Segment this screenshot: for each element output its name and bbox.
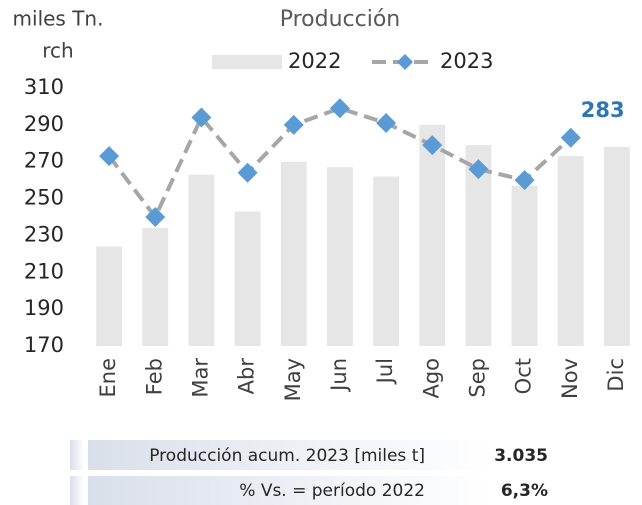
table-cell xyxy=(88,476,488,505)
y-axis-label: miles Tn. xyxy=(13,7,104,31)
marker xyxy=(283,114,304,135)
x-tick-label: Oct xyxy=(512,358,536,394)
marker xyxy=(99,146,120,167)
y-tick-label: 190 xyxy=(24,296,64,320)
line xyxy=(107,106,573,221)
x-tick-label: Dic xyxy=(604,358,628,392)
bar xyxy=(373,176,400,346)
table-cell xyxy=(70,476,84,505)
y-tick-label: 310 xyxy=(24,75,64,99)
y-tick-label: 270 xyxy=(24,149,64,173)
legend-label: 2023 xyxy=(440,49,493,73)
legend-label: 2022 xyxy=(288,49,341,73)
marker xyxy=(468,159,489,180)
x-tick-label: Feb xyxy=(142,358,166,395)
marker xyxy=(514,170,535,191)
y-tick-label: 170 xyxy=(24,333,64,357)
x-tick-label: Abr xyxy=(235,358,259,395)
bar xyxy=(419,124,446,346)
table-value: 6,3% xyxy=(501,481,548,501)
table-cell xyxy=(70,440,84,470)
y-tick-label: 250 xyxy=(24,186,64,210)
marker xyxy=(560,127,581,148)
marker xyxy=(237,162,258,183)
table-label: Producción acum. 2023 [miles t] xyxy=(149,446,425,466)
table-value: 3.035 xyxy=(494,446,548,466)
bar xyxy=(142,228,169,346)
y-tick-label: 210 xyxy=(24,259,64,283)
bar xyxy=(96,246,123,346)
y-axis-label: rch xyxy=(42,39,73,63)
x-tick-label: Ago xyxy=(419,358,443,399)
x-tick-label: Ene xyxy=(96,358,120,398)
x-tick-label: Nov xyxy=(558,358,582,399)
x-tick-label: Mar xyxy=(188,358,212,398)
bar xyxy=(603,146,630,346)
marker xyxy=(145,207,166,227)
x-tick-label: Jun xyxy=(327,358,351,393)
bar xyxy=(511,185,538,346)
bar xyxy=(557,156,584,346)
table-cell xyxy=(88,440,488,470)
marker xyxy=(422,135,443,156)
table-label: % Vs. = período 2022 xyxy=(239,481,425,501)
y-tick-label: 290 xyxy=(24,112,64,136)
marker xyxy=(329,98,350,119)
x-tick-label: Jul xyxy=(373,358,397,385)
x-tick-label: Sep xyxy=(465,358,489,398)
legend-marker xyxy=(397,54,413,70)
bar xyxy=(188,174,215,346)
chart-title: Producción xyxy=(280,7,401,32)
marker xyxy=(376,113,397,134)
legend-swatch xyxy=(212,55,282,69)
bar xyxy=(234,211,261,346)
y-tick-label: 230 xyxy=(24,222,64,246)
data-label: 283 xyxy=(581,98,625,122)
x-tick-label: May xyxy=(281,358,305,401)
bar xyxy=(326,167,353,346)
bar xyxy=(280,161,307,346)
marker xyxy=(191,107,212,128)
